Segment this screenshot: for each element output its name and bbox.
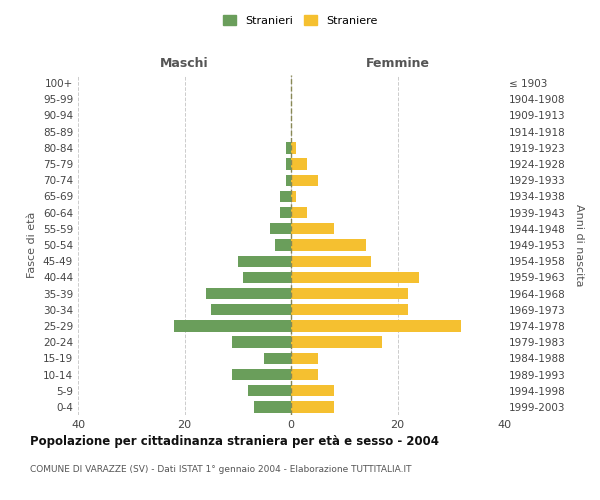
Bar: [291, 142, 296, 154]
Bar: [291, 320, 461, 332]
Bar: [291, 223, 334, 234]
Bar: [232, 336, 291, 348]
Bar: [265, 352, 291, 364]
Bar: [286, 174, 291, 186]
Bar: [291, 401, 334, 412]
Bar: [174, 320, 291, 332]
Bar: [291, 369, 317, 380]
Y-axis label: Anni di nascita: Anni di nascita: [574, 204, 584, 286]
Text: Popolazione per cittadinanza straniera per età e sesso - 2004: Popolazione per cittadinanza straniera p…: [30, 435, 439, 448]
Bar: [291, 272, 419, 283]
Bar: [291, 158, 307, 170]
Bar: [280, 191, 291, 202]
Bar: [275, 240, 291, 250]
Bar: [206, 288, 291, 299]
Bar: [286, 158, 291, 170]
Bar: [291, 174, 317, 186]
Text: Femmine: Femmine: [365, 57, 430, 70]
Bar: [243, 272, 291, 283]
Bar: [254, 401, 291, 412]
Bar: [291, 240, 365, 250]
Bar: [291, 256, 371, 267]
Bar: [291, 352, 317, 364]
Bar: [211, 304, 291, 316]
Bar: [280, 207, 291, 218]
Legend: Stranieri, Straniere: Stranieri, Straniere: [218, 10, 382, 30]
Text: COMUNE DI VARAZZE (SV) - Dati ISTAT 1° gennaio 2004 - Elaborazione TUTTITALIA.IT: COMUNE DI VARAZZE (SV) - Dati ISTAT 1° g…: [30, 465, 412, 474]
Bar: [238, 256, 291, 267]
Bar: [270, 223, 291, 234]
Bar: [291, 191, 296, 202]
Bar: [232, 369, 291, 380]
Bar: [248, 385, 291, 396]
Text: Maschi: Maschi: [160, 57, 209, 70]
Y-axis label: Fasce di età: Fasce di età: [28, 212, 37, 278]
Bar: [286, 142, 291, 154]
Bar: [291, 207, 307, 218]
Bar: [291, 336, 382, 348]
Bar: [291, 288, 408, 299]
Bar: [291, 385, 334, 396]
Bar: [291, 304, 408, 316]
